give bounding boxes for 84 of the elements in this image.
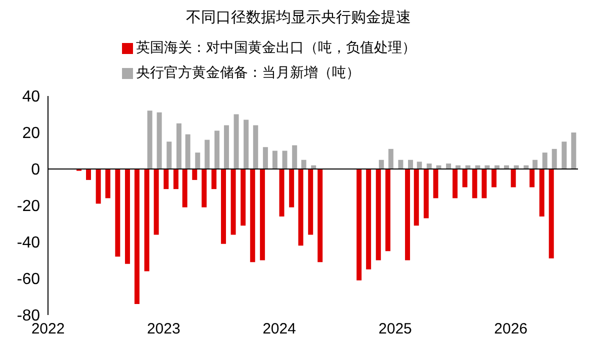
bar [144,169,150,272]
bar [86,169,92,180]
bar [176,123,182,169]
bar [405,169,410,260]
x-tick-label: 2024 [262,320,296,338]
bar [224,125,229,169]
bar [366,169,372,270]
bar [424,169,429,218]
bar [408,160,414,169]
bar [289,169,294,208]
bar [134,169,140,304]
bar [182,169,188,208]
bar [192,169,198,180]
bar [147,110,152,169]
bar [244,120,249,169]
bar [388,148,394,169]
bar [398,160,404,169]
bar [164,169,169,190]
bar [462,169,468,188]
bar [272,150,278,169]
bar [260,169,265,260]
legend-label: 央行官方黄金储备：当月新增（吨） [136,64,360,83]
legend-label: 英国海关：对中国黄金出口（吨，负值处理） [136,39,416,58]
bar [173,169,178,190]
bar [548,169,554,258]
bar [385,169,390,252]
bar [156,112,162,169]
bar [416,162,422,169]
bar [539,169,544,216]
bar [414,169,419,226]
bar [562,142,567,169]
bar [154,169,159,235]
bar [105,169,110,198]
bar [530,169,535,188]
y-tick-label: 20 [22,125,40,142]
x-tick-label: 2022 [31,320,65,338]
bar [378,160,384,169]
bar [452,169,458,198]
bar [253,125,258,169]
bar [96,169,101,204]
y-tick-label: -40 [16,234,40,252]
bar [124,169,130,264]
bar [262,147,268,169]
bar [250,169,256,262]
bar [356,169,362,280]
chart-title: 不同口径数据均显示央行购金提速 [185,8,412,27]
bar [542,152,548,169]
bar [492,169,497,188]
x-tick-label: 2025 [378,320,412,338]
x-tick-label: 2023 [146,320,180,338]
bar [532,160,538,169]
y-tick-label: 40 [22,88,40,106]
bar [510,169,516,188]
bar [376,169,381,260]
bar [240,169,246,226]
bar [234,114,239,169]
bar [472,169,478,198]
bar [195,152,200,169]
bar [292,145,298,169]
bar [433,169,438,198]
y-tick-label: -60 [16,271,40,288]
y-tick-label: 0 [31,162,40,179]
bar [282,150,288,169]
bar [204,140,210,169]
bar [202,169,207,208]
bar [279,169,284,216]
bar [166,142,172,169]
bar [308,169,314,235]
bar [230,169,236,235]
x-tick-label: 2026 [494,320,528,338]
bar [446,164,452,169]
bar [571,132,576,169]
bar [185,134,190,169]
bar [115,169,120,257]
bar [211,169,216,190]
bar [482,169,487,198]
bar [552,148,557,169]
bar [426,164,432,169]
bar [214,130,220,169]
bar [220,169,226,244]
bar [301,160,306,169]
bar [298,169,304,246]
y-tick-label: -20 [16,198,40,216]
bar [318,169,323,262]
